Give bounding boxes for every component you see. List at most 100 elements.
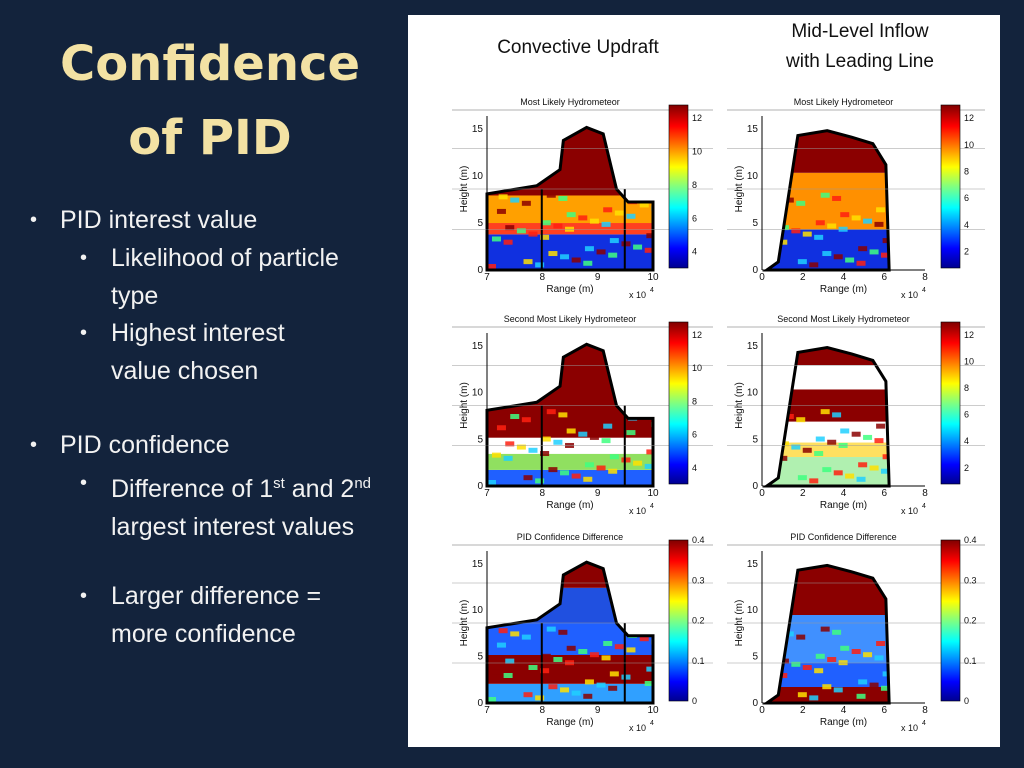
bullet-dot: •	[80, 585, 88, 607]
heatmap-speck	[797, 475, 807, 481]
heatmap-speck	[601, 655, 611, 661]
colorbar-tick-label: 0.4	[964, 535, 977, 545]
colorbar-tick-label: 0.3	[964, 575, 977, 585]
sub-bullet: Highest interest value chosen	[111, 319, 285, 385]
heatmap-speck	[516, 661, 526, 667]
heatmap-speck	[797, 692, 807, 698]
heatmap-speck	[644, 247, 653, 253]
x-axis-label: Range (m)	[546, 500, 593, 511]
heatmap-band	[766, 421, 890, 443]
heatmap-speck	[802, 665, 812, 670]
heatmap-speck	[626, 647, 636, 653]
heatmap-speck	[644, 463, 653, 469]
x-tick-label: 7	[484, 272, 490, 283]
colorbar-tick-label: 0.1	[964, 656, 977, 666]
colorbar-tick-label: 10	[964, 140, 974, 150]
colorbar-tick-label: 6	[692, 213, 697, 223]
heatmap-speck	[546, 409, 556, 415]
heatmap-speck	[566, 645, 576, 651]
x-tick-label: 0	[759, 488, 765, 499]
heatmap-speck	[608, 252, 618, 258]
heatmap-speck	[833, 470, 843, 476]
heatmap-speck	[802, 231, 812, 237]
superscript: nd	[354, 475, 372, 492]
heatmap-speck	[833, 254, 843, 260]
bullet: PID interest value	[60, 206, 258, 234]
x-tick-label: 0	[759, 272, 765, 283]
x-tick-label: 10	[647, 272, 659, 283]
heatmap-speck	[820, 626, 830, 632]
x-multiplier: x 10	[901, 290, 918, 300]
heatmap-speck	[876, 207, 886, 213]
echo-outline	[762, 129, 891, 272]
x-tick-label: 7	[484, 705, 490, 716]
x-axis-label: Range (m)	[546, 717, 593, 728]
colorbar-tick-label: 12	[692, 113, 702, 123]
x-tick-label: 4	[841, 272, 847, 283]
heatmap-speck	[822, 467, 832, 473]
heatmap-speck	[505, 441, 515, 447]
heatmap-speck	[498, 628, 508, 634]
x-tick-label: 4	[841, 705, 847, 716]
heatmap-speck	[840, 428, 850, 434]
y-tick-label: 0	[752, 481, 758, 492]
heatmap-speck	[540, 668, 550, 674]
colorbar-tick-label: 6	[964, 410, 969, 420]
heatmap-speck	[815, 220, 825, 226]
colorbar-tick-label: 6	[692, 430, 697, 440]
heatmap-speck	[589, 652, 599, 658]
heatmap-speck	[603, 207, 613, 213]
text: Difference of 1	[111, 475, 274, 503]
heatmap-speck	[609, 671, 619, 677]
x-multiplier: x 10	[901, 506, 918, 516]
heatmap-speck	[863, 218, 873, 224]
heatmap-speck	[596, 465, 606, 471]
heatmap-speck	[856, 693, 866, 699]
heatmap-speck	[851, 649, 861, 654]
panel-title: Most Likely Hydrometeor	[794, 97, 894, 107]
x-tick-label: 8	[922, 272, 928, 283]
heatmap-speck	[874, 655, 884, 661]
y-tick-label: 5	[752, 218, 758, 229]
heatmap-speck	[548, 684, 558, 690]
heatmap-speck	[639, 418, 649, 424]
heatmap-speck	[487, 697, 496, 702]
heatmap-speck	[646, 449, 653, 455]
heatmap-speck	[646, 233, 653, 239]
heatmap-speck	[633, 677, 643, 683]
heatmap-speck	[528, 231, 538, 237]
y-tick-label: 15	[747, 559, 759, 570]
y-axis-label: Height (m)	[459, 600, 470, 647]
x-tick-label: 6	[881, 488, 887, 499]
heatmap-speck	[809, 262, 819, 268]
heatmap-speck	[571, 257, 581, 263]
heatmap-speck	[882, 671, 890, 677]
heatmap-speck	[548, 251, 558, 257]
heatmap-speck	[523, 259, 533, 265]
y-tick-label: 5	[752, 434, 758, 445]
heatmap-speck	[546, 626, 556, 632]
heatmap-speck	[560, 470, 570, 476]
heatmap-speck	[516, 444, 526, 450]
x-tick-label: 10	[647, 705, 659, 716]
colorbar	[668, 104, 689, 269]
x-tick-label: 8	[922, 705, 928, 716]
x-axis-label: Range (m)	[820, 500, 867, 511]
x-tick-label: 9	[595, 488, 601, 499]
heatmap-speck	[496, 642, 506, 648]
x-tick-label: 8	[922, 488, 928, 499]
y-tick-label: 15	[747, 341, 759, 352]
heatmap-speck	[496, 425, 506, 431]
heatmap-speck	[528, 665, 538, 670]
heatmap-speck	[503, 239, 513, 245]
heatmap-band	[766, 229, 890, 270]
colorbar-tick-label: 10	[692, 146, 702, 156]
x-tick-label: 2	[800, 705, 806, 716]
y-tick-label: 10	[747, 605, 759, 616]
y-tick-label: 10	[472, 388, 484, 399]
heatmap-speck	[882, 238, 890, 244]
heatmap-speck	[521, 200, 531, 206]
heatmap-speck	[869, 249, 879, 255]
panel-title: PID Confidence Difference	[790, 532, 896, 542]
heatmap-speck	[491, 236, 501, 242]
